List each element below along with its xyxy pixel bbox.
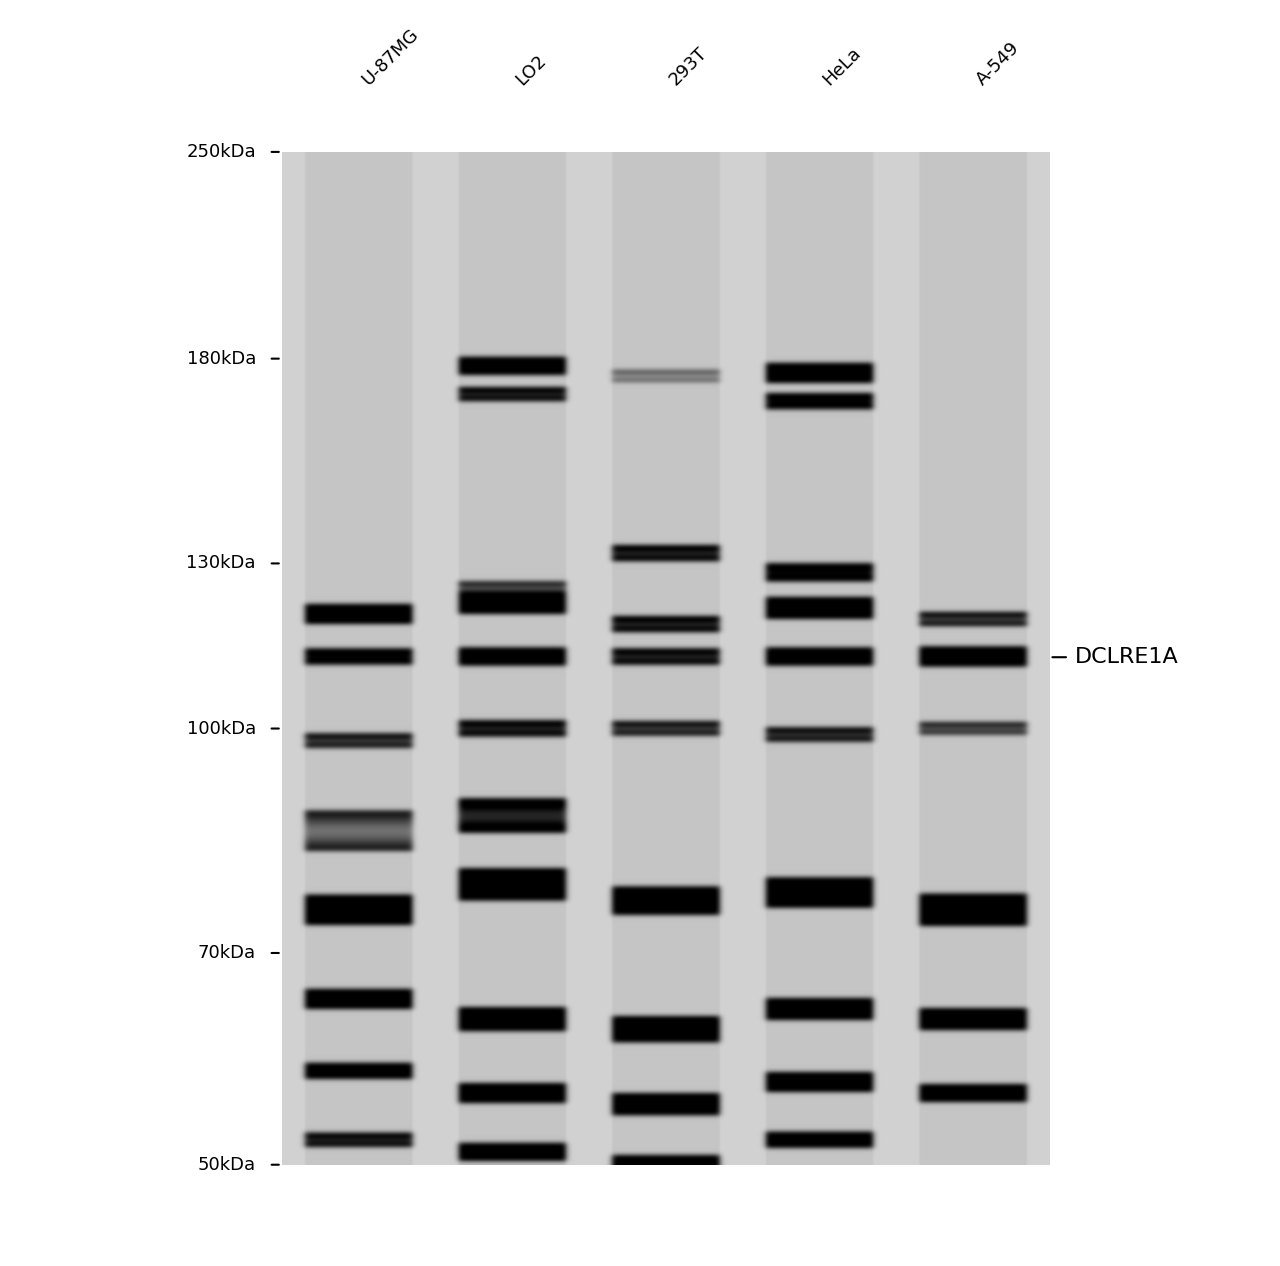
Text: 250kDa: 250kDa: [187, 143, 256, 161]
Text: 180kDa: 180kDa: [187, 349, 256, 367]
Text: 293T: 293T: [666, 43, 710, 89]
Text: A-549: A-549: [973, 38, 1023, 89]
Text: 70kDa: 70kDa: [198, 944, 256, 962]
Text: DCLRE1A: DCLRE1A: [1075, 647, 1179, 667]
Text: 130kDa: 130kDa: [187, 555, 256, 572]
Text: 100kDa: 100kDa: [187, 719, 256, 738]
Text: LO2: LO2: [512, 51, 549, 89]
Text: 50kDa: 50kDa: [198, 1156, 256, 1174]
Text: HeLa: HeLa: [819, 43, 864, 89]
Text: U-87MG: U-87MG: [358, 25, 422, 89]
